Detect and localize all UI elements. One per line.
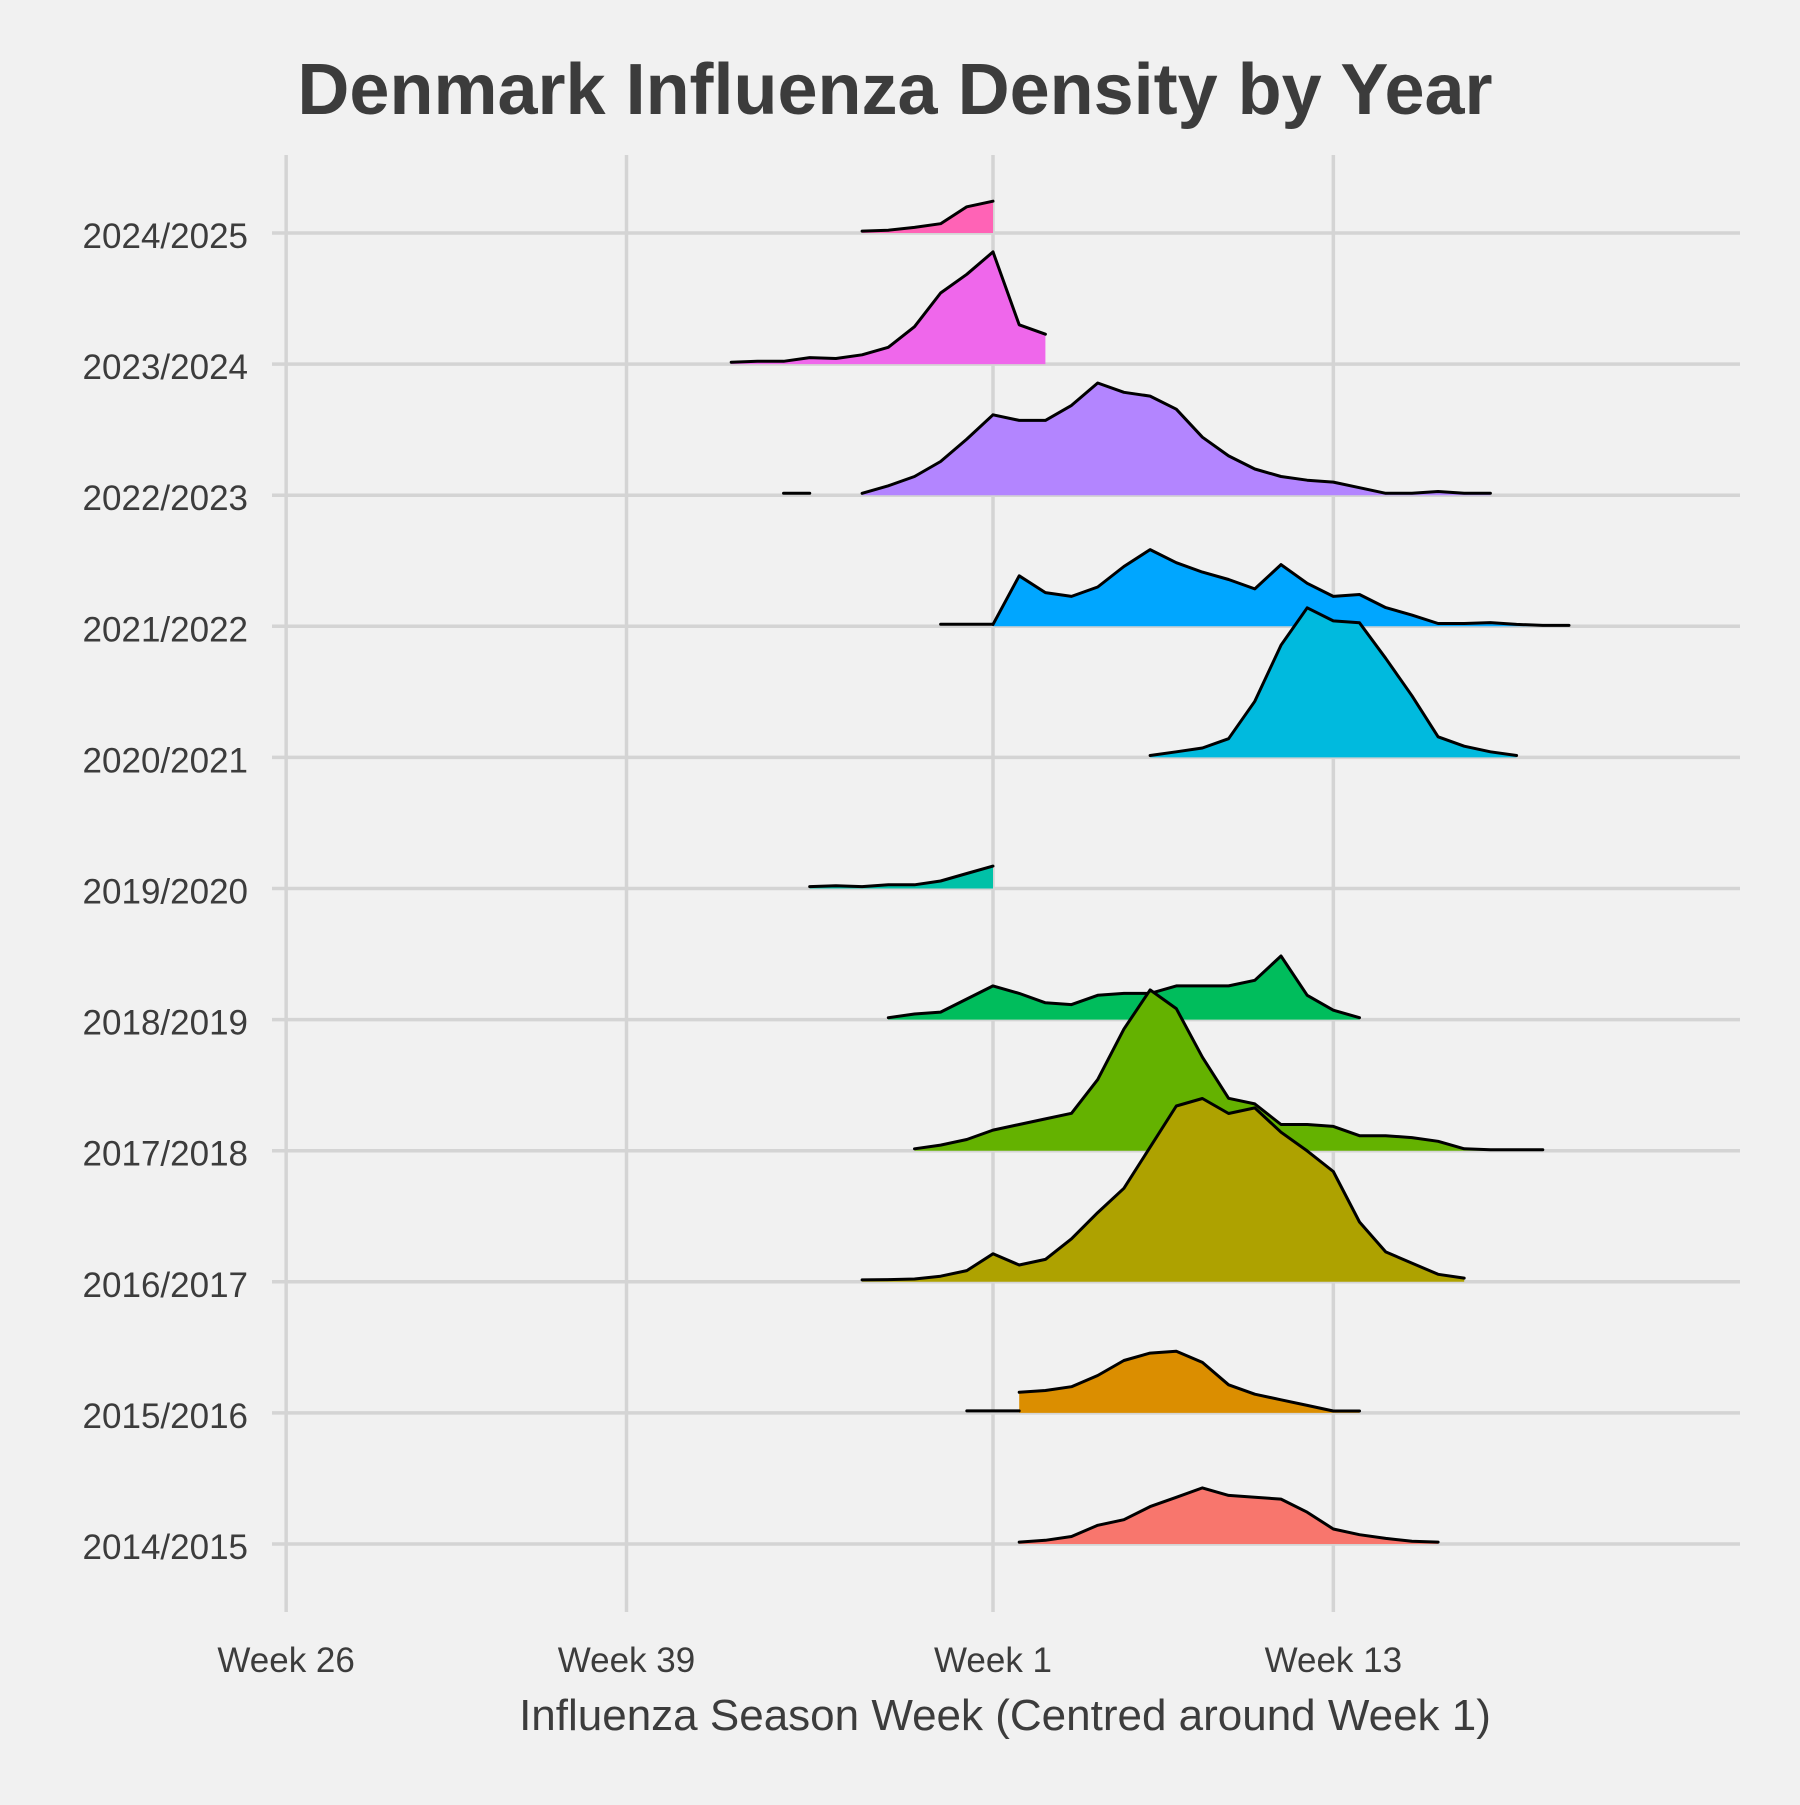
- ridge-area: [731, 251, 1046, 365]
- ridge-outline: [860, 1097, 1466, 1282]
- y-tick-label: 2023/2024: [83, 348, 248, 387]
- ridge-outline: [1148, 606, 1519, 757]
- tick-layer: Week 26 Week 39 Week 1 Week 13 2014/2015 2015…: [83, 217, 1403, 1680]
- ridge-area: [862, 201, 993, 233]
- ridge-layer: [729, 199, 1571, 1544]
- ridge-area: [809, 866, 993, 889]
- ridge-series: [860, 199, 995, 233]
- ridge-outline: [1017, 1486, 1440, 1544]
- ridge-area: [862, 383, 1491, 496]
- ridge-area: [888, 956, 1360, 1020]
- ridge-outline: [860, 381, 1492, 495]
- y-tick-label: 2017/2018: [83, 1135, 248, 1174]
- ridge-series: [782, 381, 1492, 496]
- ridge-area: [1150, 607, 1517, 758]
- x-axis-label: Influenza Season Week (Centred around We…: [519, 1691, 1491, 1740]
- ridge-series: [860, 1097, 1466, 1282]
- y-tick-label: 2024/2025: [83, 217, 248, 256]
- ridge-series: [886, 954, 1361, 1020]
- ridge-outline: [913, 988, 1545, 1152]
- chart-title: Denmark Influenza Density by Year: [297, 50, 1492, 130]
- y-tick-label: 2021/2022: [83, 610, 248, 649]
- ridge-outline: [808, 864, 995, 889]
- ridge-outline: [886, 954, 1361, 1020]
- y-tick-label: 2020/2021: [83, 741, 248, 780]
- ridge-area: [1019, 1351, 1360, 1413]
- ridge-series: [1017, 1486, 1440, 1544]
- x-tick-label: Week 26: [217, 1641, 355, 1680]
- ridge-series: [965, 1349, 1361, 1413]
- ridge-series: [939, 548, 1571, 627]
- y-tick-label: 2018/2019: [83, 1004, 248, 1043]
- ridge-outline: [991, 548, 1571, 627]
- y-tick-label: 2016/2017: [83, 1266, 248, 1305]
- ridge-series: [1148, 606, 1519, 758]
- x-tick-label: Week 39: [558, 1641, 696, 1680]
- ridge-series: [808, 864, 995, 889]
- y-tick-label: 2019/2020: [83, 873, 248, 912]
- ridge-series: [729, 250, 1047, 365]
- grid-layer: [272, 155, 1740, 1612]
- x-tick-label: Week 1: [934, 1641, 1052, 1680]
- y-tick-label: 2022/2023: [83, 479, 248, 518]
- y-tick-label: 2015/2016: [83, 1397, 248, 1436]
- ridge-outline: [729, 250, 1047, 364]
- y-tick-label: 2014/2015: [83, 1528, 248, 1567]
- x-tick-label: Week 13: [1265, 1641, 1403, 1680]
- ridge-area: [862, 1098, 1465, 1282]
- ridge-outline: [860, 199, 995, 233]
- ridge-outline: [1017, 1349, 1361, 1413]
- ridge-area: [993, 549, 1569, 627]
